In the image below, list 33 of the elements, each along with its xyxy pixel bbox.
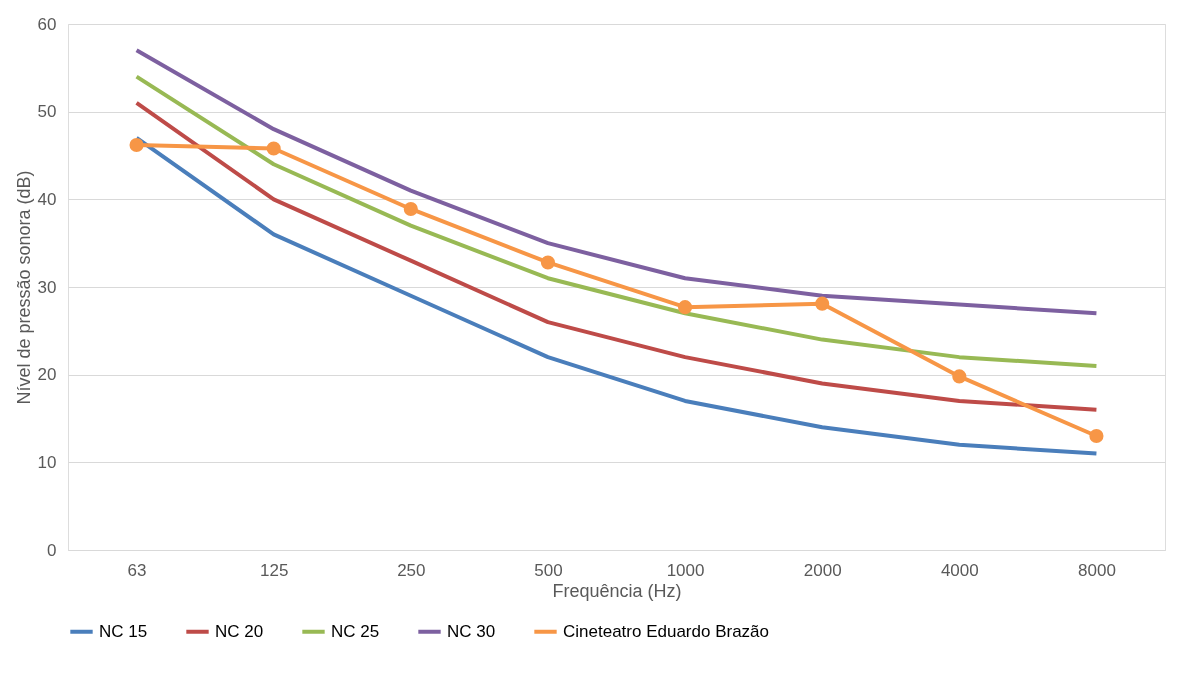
point [1089,428,1104,444]
y-tick-label: 50 [37,102,57,122]
x-tick-label: 250 [397,560,426,580]
y-tick-label: 0 [47,540,57,560]
legend-label: NC 20 [215,621,264,641]
legend-label: NC 30 [447,621,496,641]
x-tick-label: 63 [127,560,147,580]
x-axis-title: Frequência (Hz) [552,580,682,601]
point [540,255,556,270]
legend-label: NC 25 [331,621,380,641]
x-tick-label: 1000 [666,560,705,580]
point [815,296,830,311]
x-tick-label: 8000 [1078,560,1116,580]
x-tick-label: 500 [534,560,563,580]
point [677,300,693,315]
line-series [134,74,1099,368]
line-series [134,48,1099,316]
point [403,201,418,217]
x-tick-label: 2000 [803,560,842,580]
x-tick-label: 4000 [940,560,979,580]
legend-label: Cineteatro Eduardo Brazão [563,621,770,641]
point [129,137,144,153]
x-tick-label: 125 [260,560,289,580]
y-tick-label: 10 [37,452,57,472]
y-tick-label: 60 [37,14,57,34]
y-tick-label: 30 [37,277,57,297]
point [266,141,281,156]
y-tick-label: 40 [37,189,57,209]
y-tick-label: 20 [37,365,57,385]
legend-label: NC 15 [99,621,148,641]
line-series [134,100,1099,412]
point [952,369,967,384]
y-axis-title: Nível de pressão sonora (dB) [13,170,34,405]
